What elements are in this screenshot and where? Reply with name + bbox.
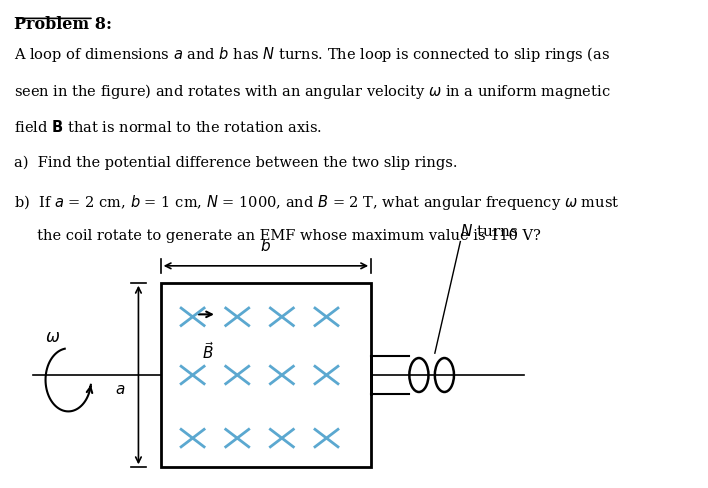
Text: Problem 8:: Problem 8: [14,16,112,33]
Text: seen in the figure) and rotates with an angular velocity $\omega$ in a uniform m: seen in the figure) and rotates with an … [14,82,611,101]
Text: $a$: $a$ [115,383,126,397]
Text: the coil rotate to generate an EMF whose maximum value is 110 V?: the coil rotate to generate an EMF whose… [14,229,541,244]
Text: $N$ turns: $N$ turns [460,223,519,239]
Text: b)  If $a$ = 2 cm, $b$ = 1 cm, $N$ = 1000, and $B$ = 2 T, what angular frequency: b) If $a$ = 2 cm, $b$ = 1 cm, $N$ = 1000… [14,193,620,212]
Text: $\vec{B}$: $\vec{B}$ [202,341,215,362]
Text: $b$: $b$ [261,238,271,254]
FancyBboxPatch shape [161,283,371,467]
Text: A loop of dimensions $a$ and $b$ has $N$ turns. The loop is connected to slip ri: A loop of dimensions $a$ and $b$ has $N$… [14,45,610,64]
Text: $\omega$: $\omega$ [45,329,60,346]
Text: a)  Find the potential difference between the two slip rings.: a) Find the potential difference between… [14,156,457,170]
Text: field $\bf{B}$ that is normal to the rotation axis.: field $\bf{B}$ that is normal to the rot… [14,119,322,135]
